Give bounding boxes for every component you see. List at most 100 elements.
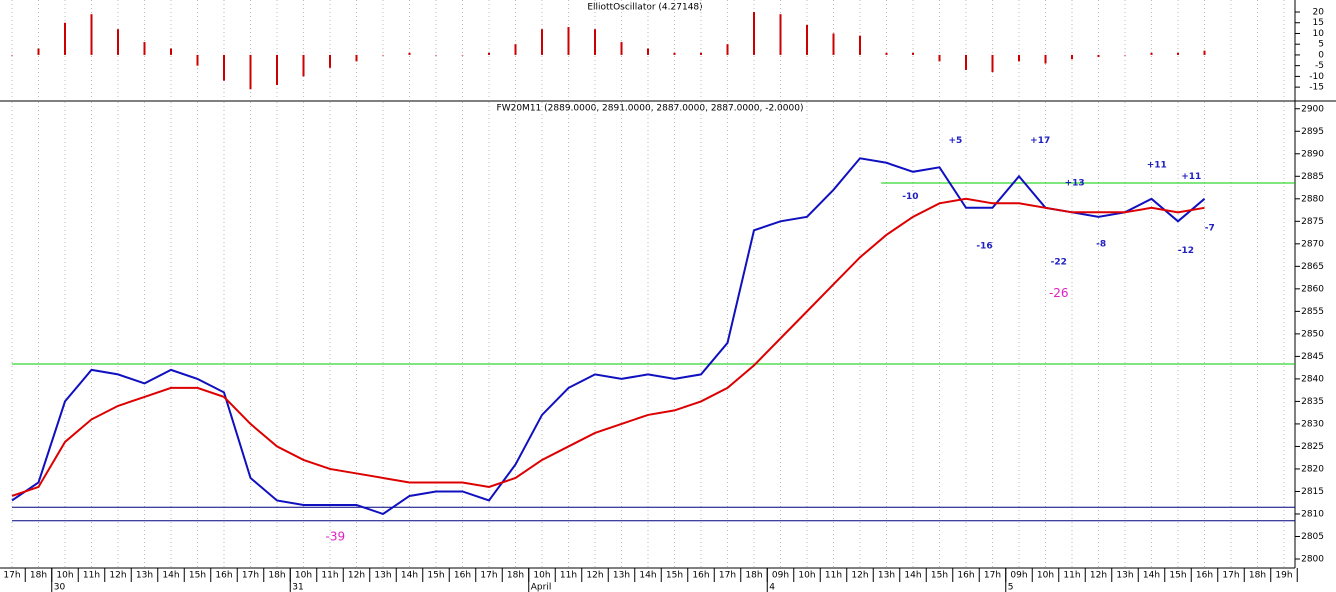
date-label: 4 (769, 583, 775, 592)
y-tick-label: 15 (1313, 18, 1324, 28)
x-tick-label: 13h (878, 571, 895, 581)
x-tick-label: 10h (533, 571, 550, 581)
x-tick-label: 14h (401, 571, 418, 581)
x-tick-label: 16h (454, 571, 471, 581)
oscillator-bar (806, 24, 808, 55)
x-tick-label: 18h (30, 571, 47, 581)
oscillator-bar (249, 54, 252, 90)
x-tick-label: 15h (931, 571, 948, 581)
x-tick-label: 14h (162, 571, 179, 581)
annotation: -39 (325, 529, 345, 543)
y-tick-label: 20 (1313, 8, 1325, 18)
oscillator-bar (223, 54, 225, 81)
x-tick-label: 11h (83, 571, 100, 581)
x-tick-label: 17h (719, 571, 736, 581)
oscillator-bar (700, 52, 702, 55)
oscillator-bar (196, 54, 199, 66)
x-tick-label: 17h (1222, 571, 1239, 581)
y-tick-label: 2815 (1301, 487, 1324, 497)
x-tick-label: 13h (1116, 571, 1133, 581)
y-tick-label: -10 (1309, 72, 1324, 82)
annotation: -16 (976, 242, 992, 252)
oscillator-bar (408, 52, 411, 55)
oscillator-bar (64, 22, 66, 55)
oscillator-bar (90, 14, 93, 55)
x-tick-label: 16h (957, 571, 974, 581)
y-tick-label: 2830 (1301, 419, 1324, 429)
annotation: -26 (1049, 286, 1069, 300)
x-tick-label: 11h (1063, 571, 1080, 581)
oscillator-bar (329, 54, 331, 68)
y-tick-label: 2810 (1301, 509, 1324, 519)
y-tick-label: 2825 (1301, 442, 1324, 452)
y-tick-label: -15 (1309, 83, 1324, 93)
oscillator-bar (965, 54, 967, 70)
y-tick-label: 2890 (1301, 149, 1324, 159)
date-label: 30 (54, 583, 66, 592)
y-tick-label: 5 (1318, 40, 1324, 50)
y-tick-label: 10 (1313, 29, 1325, 39)
x-tick-label: 14h (1143, 571, 1160, 581)
oscillator-bar (276, 54, 278, 85)
y-tick-label: 2880 (1301, 194, 1324, 204)
oscillator-bar (302, 54, 305, 77)
x-tick-label: 09h (1010, 571, 1027, 581)
x-tick-label: 12h (586, 571, 603, 581)
oscillator-bar (647, 48, 649, 55)
annotation: +5 (948, 136, 962, 146)
oscillator-bar (1177, 52, 1179, 55)
x-tick-label: 11h (321, 571, 338, 581)
y-tick-label: 2805 (1301, 532, 1324, 542)
oscillator-bar (37, 48, 40, 55)
oscillator-bar (117, 29, 119, 55)
y-tick-label: 2800 (1301, 554, 1324, 564)
x-tick-label: 18h (268, 571, 285, 581)
x-tick-label: 10h (295, 571, 312, 581)
annotation: +11 (1181, 172, 1201, 182)
price-line (11, 157, 1206, 516)
x-tick-label: 12h (348, 571, 365, 581)
x-tick-label: 11h (825, 571, 842, 581)
y-tick-label: 2900 (1301, 104, 1324, 114)
oscillator-bar (912, 52, 914, 55)
x-tick-label: 17h (984, 571, 1001, 581)
y-tick-label: -5 (1315, 61, 1324, 71)
oscillator-bar (1203, 50, 1206, 55)
x-tick-label: 15h (1169, 571, 1186, 581)
oscillator-bar (938, 54, 941, 62)
annotation: +13 (1065, 179, 1085, 189)
price-line (11, 197, 1205, 497)
oscillator-bar (1044, 54, 1047, 64)
x-tick-label: 13h (374, 571, 391, 581)
oscillator-bar (1150, 52, 1153, 55)
y-tick-label: 2820 (1301, 464, 1324, 474)
oscillator-title: ElliottOscillator (4.27148) (587, 3, 702, 13)
y-tick-label: 2835 (1301, 397, 1324, 407)
oscillator-bar (541, 29, 543, 55)
x-tick-label: 19h (1275, 571, 1292, 581)
oscillator-bar (143, 42, 146, 55)
y-tick-label: 2875 (1301, 217, 1324, 227)
oscillator-bar (355, 54, 358, 62)
oscillator-bar (488, 52, 490, 55)
oscillator-bar (435, 54, 437, 56)
annotation: +11 (1147, 161, 1167, 171)
x-tick-label: 16h (692, 571, 709, 581)
annotation: -8 (1096, 239, 1106, 249)
oscillator-bar (594, 29, 596, 55)
oscillator-bar (461, 54, 464, 56)
oscillator-bar (859, 35, 861, 55)
y-tick-label: 2850 (1301, 329, 1324, 339)
date-label: 5 (1008, 583, 1014, 592)
y-tick-label: 2885 (1301, 172, 1324, 182)
x-tick-label: 17h (242, 571, 259, 581)
x-tick-label: 18h (745, 571, 762, 581)
x-tick-label: 18h (507, 571, 524, 581)
x-tick-label: 15h (189, 571, 206, 581)
y-tick-label: 0 (1318, 50, 1324, 60)
x-tick-label: 10h (798, 571, 815, 581)
y-tick-label: 2895 (1301, 127, 1324, 137)
oscillator-bar (726, 44, 729, 55)
y-tick-label: 2860 (1301, 284, 1324, 294)
